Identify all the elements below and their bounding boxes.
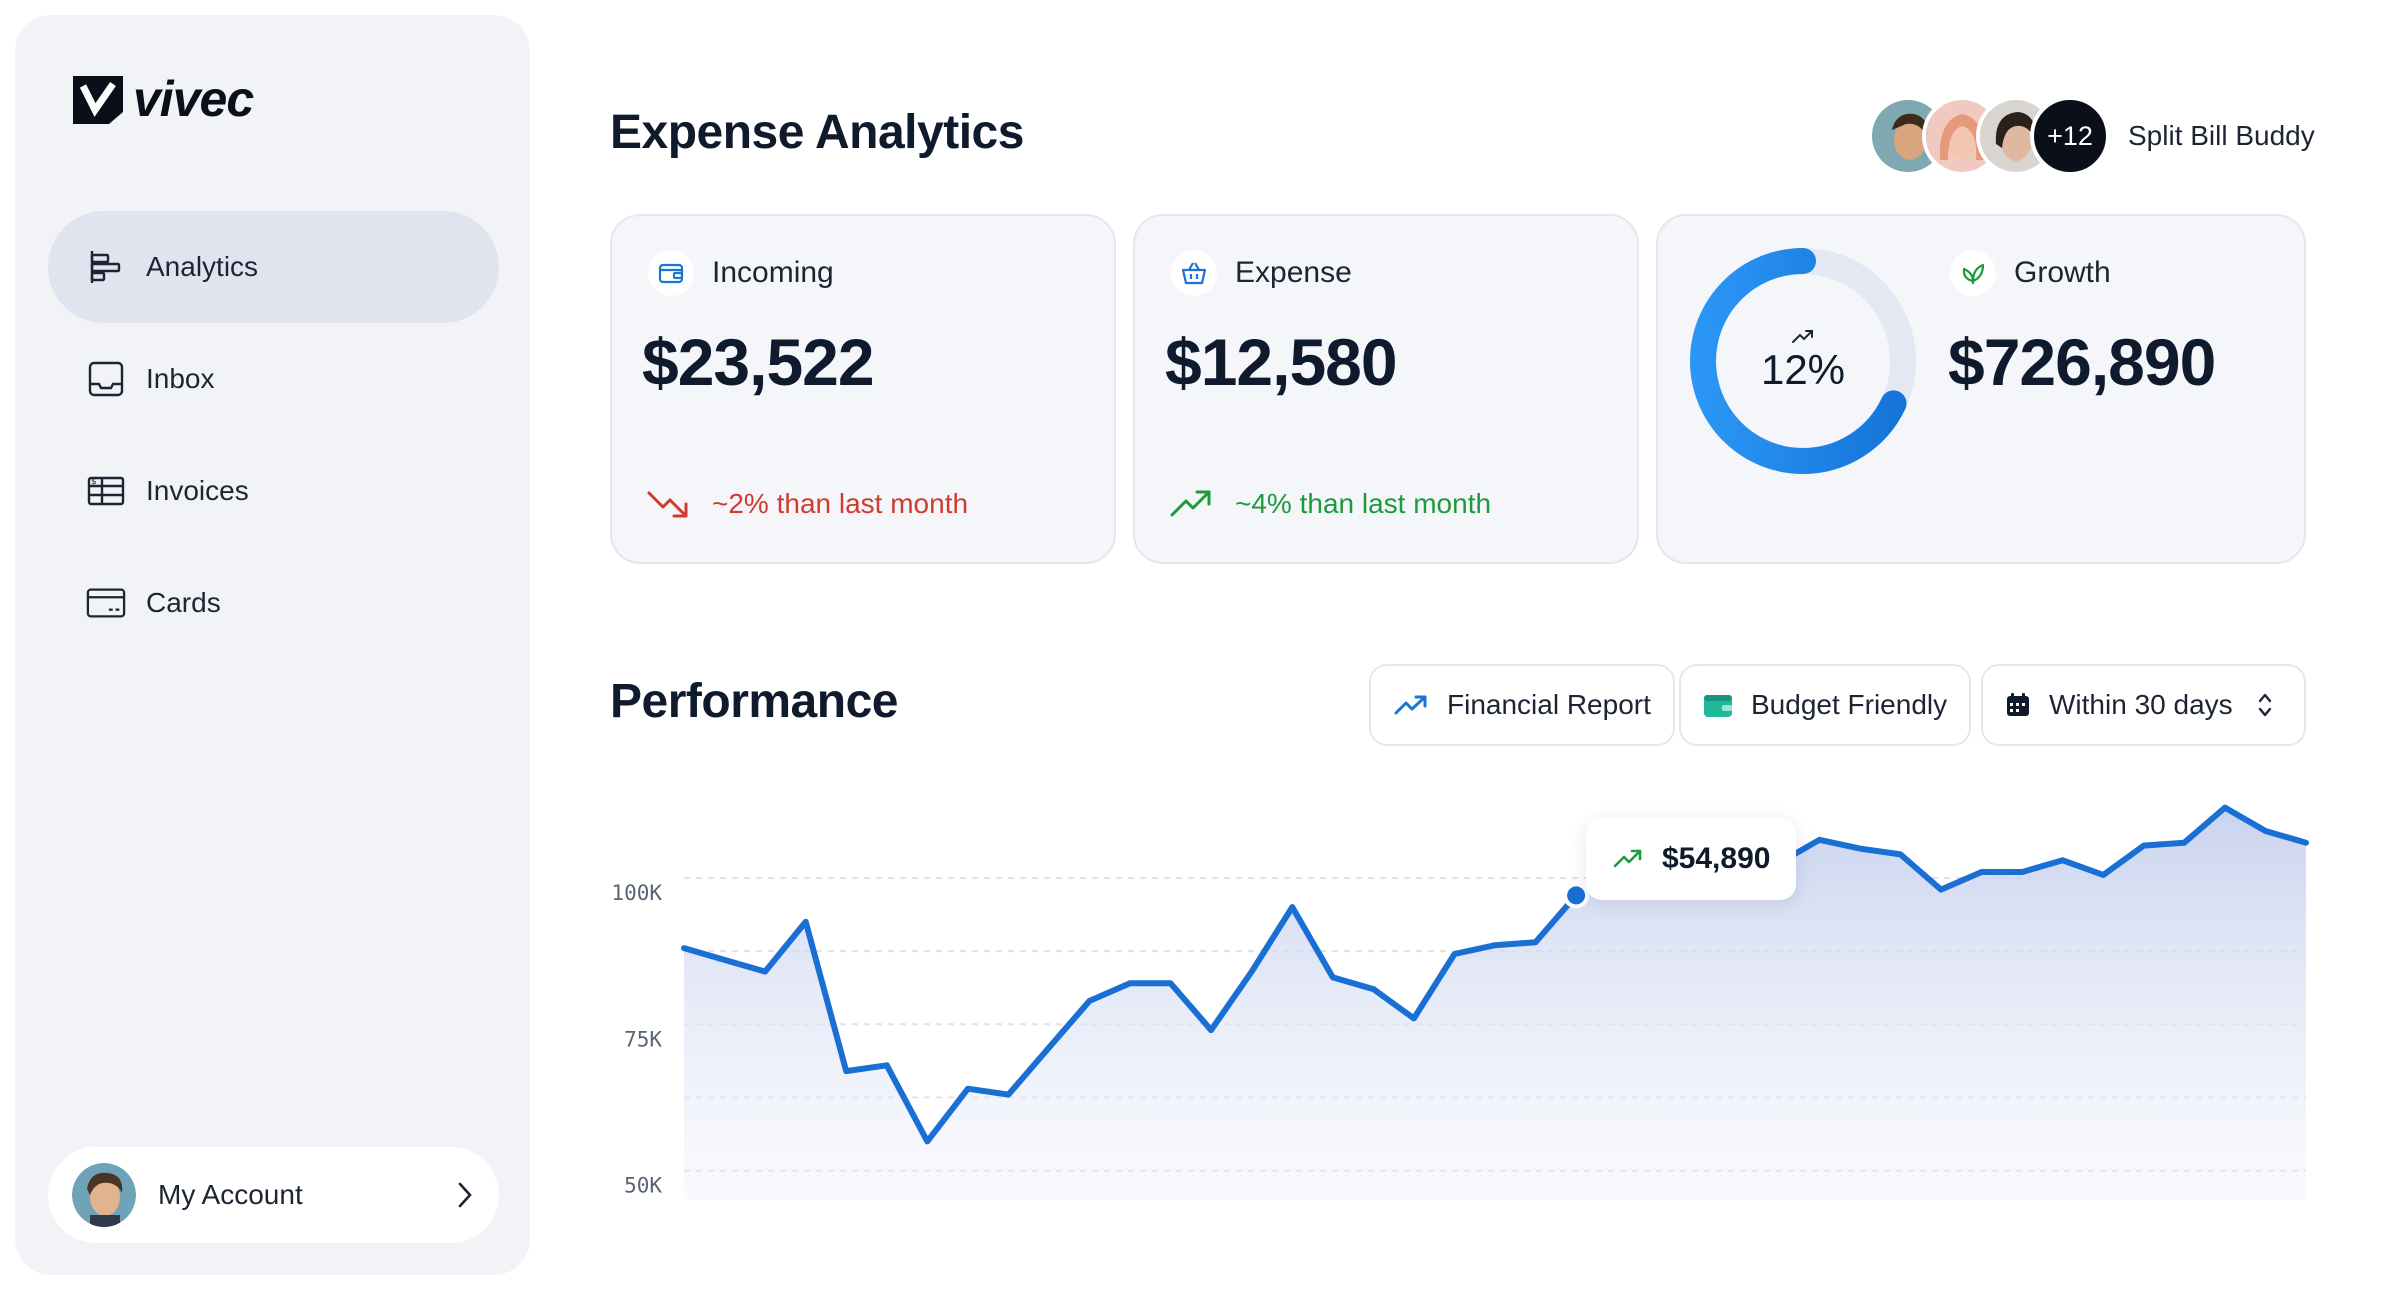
chart-line — [681, 804, 2309, 1145]
tooltip-value: $54,890 — [1662, 842, 1771, 875]
select-arrows-icon — [2258, 693, 2271, 717]
wallet-icon — [1704, 695, 1732, 717]
incoming-card: Incoming $23,522 ~2% than last month — [610, 214, 1116, 564]
incoming-label: Incoming — [712, 256, 834, 289]
sidebar-item-label: Analytics — [146, 251, 259, 282]
svg-text:$: $ — [91, 477, 97, 487]
date-range-label: Within 30 days — [2049, 689, 2233, 720]
calendar-icon — [2007, 693, 2029, 716]
sidebar-item-label: Invoices — [146, 475, 249, 506]
y-tick-label: 100K — [611, 881, 662, 905]
sidebar-nav: Analytics Inbox $ Invoices — [48, 211, 499, 659]
incoming-trend: ~2% than last month — [646, 488, 968, 520]
expense-value: $12,580 — [1165, 325, 1398, 399]
sidebar-item-cards[interactable]: Cards — [48, 547, 499, 659]
more-members-badge[interactable]: +12 — [2030, 96, 2110, 176]
budget-friendly-label: Budget Friendly — [1751, 689, 1948, 720]
financial-report-label: Financial Report — [1447, 689, 1651, 720]
incoming-trend-text: ~2% than last month — [712, 488, 969, 519]
budget-friendly-button[interactable]: Budget Friendly — [1679, 664, 1972, 746]
chart-area — [684, 807, 2306, 1200]
sidebar-item-analytics[interactable]: Analytics — [48, 211, 499, 323]
financial-report-button[interactable]: Financial Report — [1369, 664, 1675, 746]
invoices-icon: $ — [86, 471, 126, 511]
trend-up-icon — [1170, 490, 1211, 517]
sidebar-item-label: Inbox — [146, 363, 215, 394]
avatar — [72, 1163, 136, 1227]
incoming-value: $23,522 — [642, 325, 875, 399]
growth-card: 12% Growth $726,890 — [1656, 214, 2306, 564]
y-tick-label: 75K — [624, 1027, 662, 1051]
highlight-point[interactable] — [1567, 886, 1586, 905]
wallet-icon — [648, 250, 694, 296]
sidebar: vivec Analytics Inbox — [15, 15, 530, 1275]
sidebar-item-label: Cards — [146, 587, 221, 618]
expense-trend: ~4% than last month — [1169, 488, 1491, 520]
growth-label: Growth — [2014, 256, 2111, 289]
growth-ring-arc — [1690, 248, 1916, 474]
trend-down-icon — [647, 491, 688, 518]
trend-up-icon — [1394, 695, 1427, 715]
brand-name: vivec — [133, 71, 254, 127]
expense-card: Expense $12,580 ~4% than last month — [1133, 214, 1639, 564]
account-label: My Account — [158, 1179, 303, 1210]
vivec-logo-icon — [73, 76, 123, 124]
trend-up-small-icon — [1792, 330, 1813, 343]
trend-up-icon — [1613, 849, 1642, 868]
date-range-select[interactable]: Within 30 days — [1981, 664, 2306, 746]
inbox-icon — [86, 359, 126, 399]
analytics-icon — [86, 247, 126, 287]
group-name[interactable]: Split Bill Buddy — [2128, 120, 2315, 151]
sidebar-item-inbox[interactable]: Inbox — [48, 323, 499, 435]
y-tick-label: 50K — [624, 1174, 662, 1198]
expense-trend-text: ~4% than last month — [1235, 488, 1492, 519]
chart-tooltip: $54,890 — [1586, 818, 1797, 900]
growth-percent: 12% — [1760, 346, 1846, 393]
growth-ring: 12% — [1688, 246, 1918, 476]
split-group[interactable]: +12 Split Bill Buddy — [1868, 96, 2315, 176]
leaf-icon — [1950, 250, 1996, 296]
cards-icon — [86, 583, 126, 623]
performance-chart: 100K 75K 50K — [611, 804, 2309, 1200]
performance-title: Performance — [610, 675, 898, 728]
my-account-button[interactable]: My Account — [48, 1147, 499, 1243]
growth-value: $726,890 — [1948, 325, 2216, 399]
basket-icon — [1171, 250, 1217, 296]
sidebar-item-invoices[interactable]: $ Invoices — [48, 435, 499, 547]
page-title: Expense Analytics — [610, 106, 1024, 159]
expense-label: Expense — [1235, 256, 1352, 289]
chevron-right-icon — [458, 1182, 472, 1208]
brand-logo[interactable]: vivec — [71, 70, 254, 128]
